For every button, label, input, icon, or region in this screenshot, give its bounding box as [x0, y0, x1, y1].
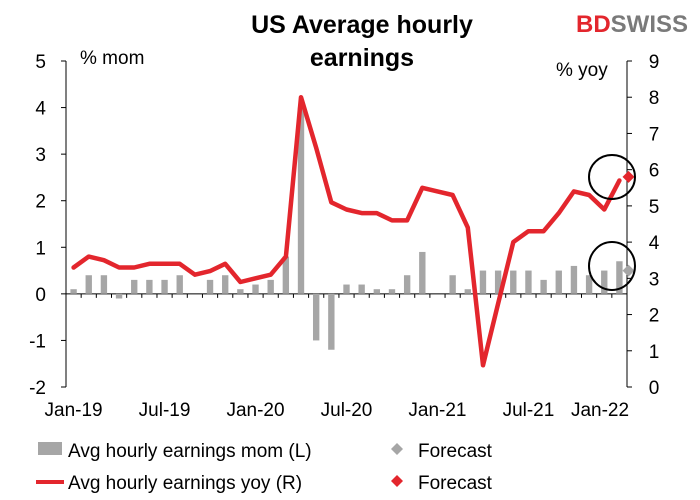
right-tick-label: 5: [649, 197, 660, 218]
left-tick-label: -1: [29, 331, 46, 352]
right-tick-label: 4: [649, 233, 660, 254]
mom-bar: [464, 289, 471, 294]
mom-bar: [601, 270, 608, 294]
mom-bar: [115, 293, 123, 299]
chart-title-line1: US Average hourly: [251, 11, 473, 39]
axes: -2 -1 0 1 2 3 4 5 0 1 2 3 4 5 6 7 8 9 Jan-19 Jul-19 Jan-20 Ju…: [29, 52, 660, 421]
mom-bar: [312, 293, 320, 341]
mom-bar: [510, 270, 517, 294]
mom-bar: [176, 275, 183, 294]
legend: Avg hourly earnings mom (L) Avg hourly e…: [36, 441, 493, 494]
mom-bar: [85, 275, 92, 294]
x-tick-label: Jan-19: [45, 400, 103, 421]
yoy-line: [71, 94, 622, 368]
mom-bar: [100, 275, 108, 294]
legend-bar-label: Avg hourly earnings mom (L): [68, 441, 312, 462]
legend-forecast-yoy-label: Forecast: [418, 473, 493, 494]
mom-bar: [358, 284, 365, 294]
mom-bar: [237, 289, 244, 294]
mom-bar: [146, 279, 153, 294]
mom-bar: [267, 279, 274, 294]
mom-bar: [570, 265, 578, 294]
mom-bar: [131, 279, 138, 294]
mom-bar: [388, 289, 396, 294]
right-tick-label: 2: [649, 306, 660, 327]
mom-bar: [161, 279, 168, 294]
mom-bar: [449, 275, 456, 294]
mom-bar: [70, 289, 77, 294]
x-tick-label: Jan-22: [571, 400, 629, 421]
left-tick-label: 5: [35, 52, 46, 73]
brand-logo-part1: BD: [576, 11, 611, 38]
mom-bars: [70, 107, 623, 350]
right-tick-label: 0: [649, 378, 660, 399]
forecast-yoy-marker: [622, 170, 635, 183]
left-tick-label: 3: [35, 145, 46, 166]
mom-bar: [206, 279, 214, 294]
mom-bar: [479, 270, 487, 294]
mom-bar: [328, 293, 335, 350]
x-tick-label: Jan-20: [226, 400, 284, 421]
mom-bar: [555, 270, 562, 294]
left-tick-label: -2: [29, 378, 46, 399]
right-tick-label: 7: [649, 124, 660, 145]
legend-forecast-mom-marker: [391, 443, 403, 455]
right-tick-label: 9: [649, 52, 660, 73]
mom-bar: [403, 275, 411, 294]
brand-logo: BDSWISS: [576, 11, 688, 38]
legend-forecast-mom-label: Forecast: [418, 441, 493, 462]
mom-bar: [222, 275, 229, 294]
x-tick-label: Jul-19: [139, 400, 191, 421]
right-tick-label: 6: [649, 161, 660, 182]
x-tick-label: Jul-20: [321, 400, 373, 421]
yoy-line-group: [71, 94, 622, 368]
mom-bar: [373, 289, 381, 294]
forecast-group: [622, 170, 635, 277]
right-tick-label: 8: [649, 88, 660, 109]
mom-bar: [282, 256, 290, 294]
mom-bar: [585, 275, 593, 294]
mom-bar: [540, 279, 547, 294]
right-axis-unit: % yoy: [556, 60, 608, 81]
left-tick-label: 4: [35, 99, 46, 120]
left-tick-label: 0: [35, 285, 46, 306]
legend-forecast-yoy-marker: [391, 475, 403, 487]
forecast-mom-marker: [622, 264, 635, 277]
left-tick-label: 1: [35, 238, 46, 259]
mom-bar: [616, 261, 623, 294]
mom-bar: [494, 270, 502, 294]
mom-bar: [525, 270, 532, 294]
mom-bar: [343, 284, 350, 294]
legend-line-label: Avg hourly earnings yoy (R): [68, 473, 302, 494]
forecast-mom-circle: [588, 241, 636, 291]
x-tick-label: Jan-21: [408, 400, 466, 421]
left-axis-unit: % mom: [80, 48, 144, 69]
legend-bar-swatch: [38, 442, 62, 455]
mom-bar: [419, 251, 426, 294]
mom-bar: [252, 284, 259, 294]
right-tick-label: 1: [649, 342, 660, 363]
chart-title-line2: earnings: [310, 44, 414, 72]
brand-logo-part2: SWISS: [611, 11, 688, 38]
left-tick-label: 2: [35, 192, 46, 213]
right-tick-label: 3: [649, 269, 660, 290]
forecast-yoy-circle: [588, 154, 636, 200]
x-tick-label: Jul-21: [503, 400, 555, 421]
mom-bar: [297, 107, 305, 294]
